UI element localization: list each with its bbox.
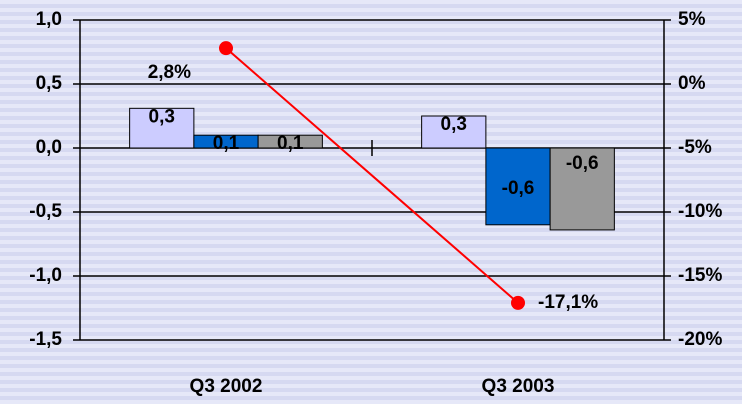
y2-tick-label: 0%: [678, 73, 706, 94]
y-tick-label: 0,5: [36, 73, 63, 94]
line: [225, 47, 519, 304]
bar: [129, 107, 195, 149]
y-tick-label: 0,0: [36, 137, 62, 158]
x-tick-label: Q3 2003: [482, 376, 555, 397]
bar: [257, 134, 323, 149]
y-tick-label: -1,0: [29, 265, 62, 286]
data-label: 0,1: [277, 133, 304, 154]
data-label: -0,6: [566, 153, 599, 174]
line-marker: [511, 295, 525, 310]
y2-tick-label: 5%: [678, 9, 706, 30]
data-label: 0,3: [441, 114, 467, 135]
data-label: -0,6: [502, 178, 535, 199]
y2-tick-label: -20%: [678, 329, 722, 350]
data-label: 0,1: [213, 133, 240, 154]
line-marker: [219, 41, 233, 56]
y-tick-label: 1,0: [36, 9, 62, 30]
bar: [421, 115, 487, 149]
data-label: 2,8%: [148, 62, 191, 83]
data-label: 0,3: [149, 106, 175, 127]
y-tick-label: -0,5: [29, 201, 62, 222]
y2-tick-label: -5%: [678, 137, 712, 158]
y-tick-label: -1,5: [29, 329, 62, 350]
y2-tick-label: -15%: [678, 265, 722, 286]
bar: [549, 147, 615, 231]
data-label: -17,1%: [538, 292, 598, 313]
y2-tick-label: -10%: [678, 201, 722, 222]
bar: [485, 147, 551, 226]
x-tick-label: Q3 2002: [190, 376, 263, 397]
